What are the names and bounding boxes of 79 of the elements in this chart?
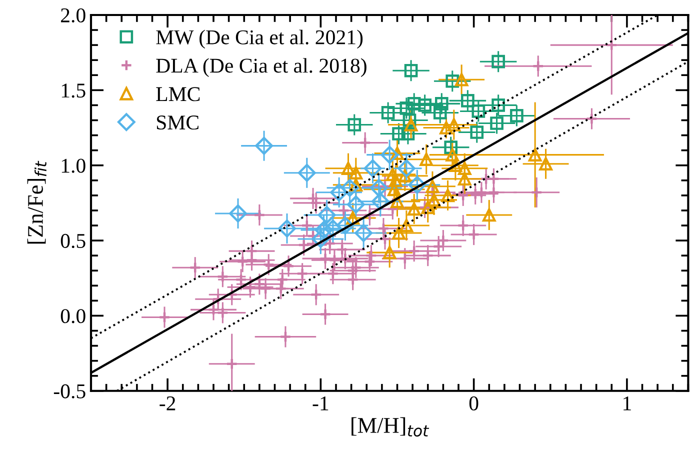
point: [404, 118, 418, 132]
point: [427, 193, 441, 207]
point: [390, 146, 404, 160]
point: [441, 188, 454, 202]
y-tick-label: -0.5: [54, 384, 86, 398]
point: [434, 97, 448, 110]
point: [528, 148, 542, 162]
point: [380, 146, 399, 164]
x-axis-title: [M/H]$_{tot}$: [352, 417, 430, 437]
point: [492, 98, 505, 112]
point: [407, 202, 421, 216]
legend-label: LMC: [156, 87, 200, 102]
point: [461, 94, 474, 108]
point: [354, 224, 373, 242]
point: [420, 152, 434, 166]
point: [346, 195, 365, 214]
point: [400, 218, 414, 232]
point: [388, 182, 401, 196]
y-tick-label: 2.0: [61, 8, 86, 23]
point: [418, 98, 432, 112]
legend-label: DLA (De Cia et al. 2018): [156, 58, 366, 77]
point: [447, 118, 461, 132]
point: [490, 116, 504, 130]
point: [492, 54, 505, 68]
point: [539, 157, 552, 171]
point: [458, 162, 472, 176]
point: [364, 159, 382, 178]
point: [444, 140, 458, 154]
point: [312, 230, 330, 248]
point: [433, 106, 447, 120]
point: [346, 211, 360, 225]
x-tick-label: -1: [312, 396, 328, 410]
point: [381, 106, 395, 120]
point: [392, 226, 406, 240]
y-tick-label: 0.0: [60, 309, 86, 324]
point: [229, 204, 247, 222]
x-tick-label: 0: [469, 396, 478, 410]
point: [472, 104, 486, 118]
point: [314, 221, 333, 239]
y-tick-label: 1.5: [62, 84, 86, 98]
point: [255, 136, 273, 155]
legend-label: MW (De Cia et al. 2021): [156, 30, 363, 49]
point: [348, 118, 362, 132]
point: [440, 121, 453, 134]
x-tick-label: 1: [624, 396, 631, 410]
point: [402, 114, 416, 127]
point: [448, 158, 462, 172]
point: [454, 72, 468, 86]
point: [342, 162, 355, 176]
y-tick-label: 0.5: [60, 234, 86, 248]
point: [336, 216, 354, 234]
point: [382, 246, 396, 260]
x-tick-label: -2: [160, 396, 176, 410]
point: [370, 178, 388, 197]
point: [349, 166, 363, 180]
point: [298, 164, 316, 182]
point: [404, 64, 418, 78]
point: [340, 178, 359, 197]
point: [470, 126, 484, 139]
point: [446, 74, 460, 88]
point: [390, 194, 404, 208]
y-axis-title: [Zn/Fe]$_{fit}$: [27, 160, 46, 244]
point: [401, 127, 415, 140]
point: [397, 159, 416, 178]
point: [510, 109, 524, 122]
point: [398, 169, 412, 183]
point: [458, 172, 472, 186]
point: [446, 148, 460, 162]
point: [482, 208, 496, 222]
y-tick-label: 1.0: [62, 158, 86, 173]
point: [426, 180, 440, 194]
point: [330, 183, 348, 202]
legend-label: SMC: [156, 116, 198, 130]
point: [408, 176, 426, 194]
point: [318, 206, 336, 224]
point: [278, 220, 296, 238]
point: [371, 192, 390, 210]
point: [421, 200, 435, 214]
point: [392, 127, 406, 140]
